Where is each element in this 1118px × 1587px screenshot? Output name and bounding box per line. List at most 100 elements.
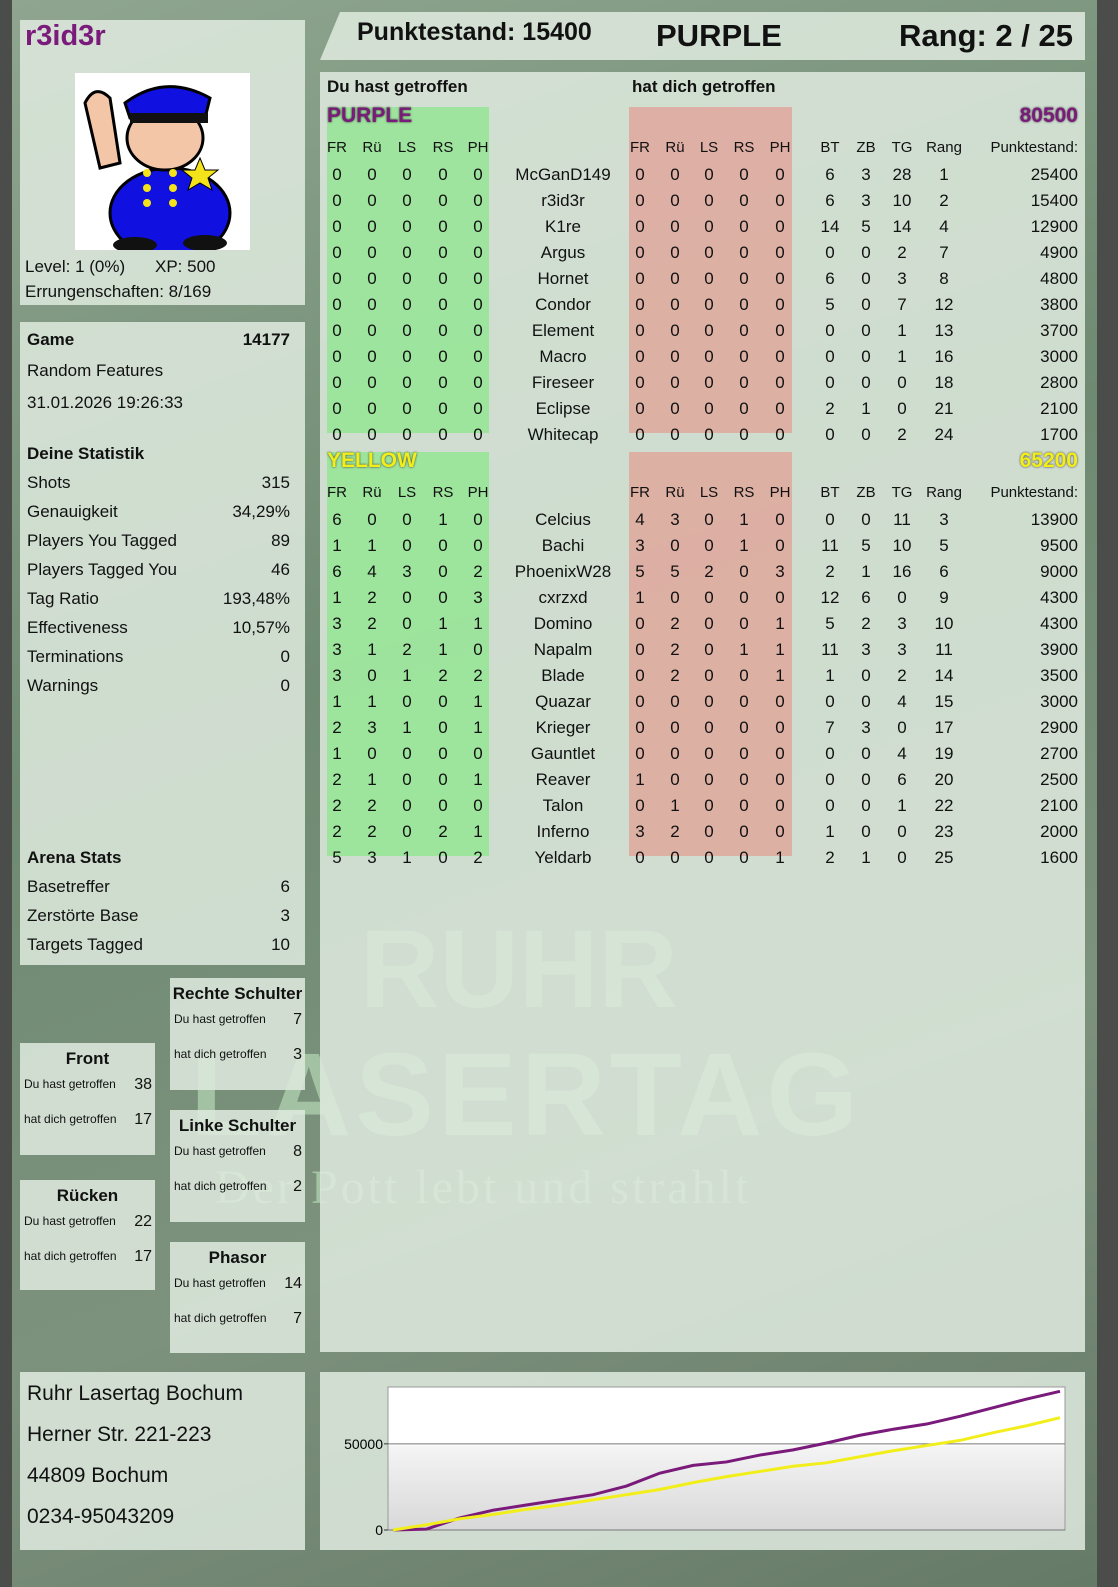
col-header-you-hit: PH — [467, 484, 489, 501]
hit-you-cell: 0 — [775, 165, 785, 184]
stat-cell: 0 — [861, 295, 871, 314]
hit-you-cell: 2 — [670, 822, 680, 841]
hit-you-cell: 1 — [775, 640, 785, 659]
score-cell: 1600 — [1040, 848, 1078, 867]
hit-you-cell: 0 — [704, 191, 714, 210]
arena-stat-value: 6 — [280, 877, 290, 896]
hit-you-cell: 0 — [670, 347, 680, 366]
you-hit-cell: 0 — [473, 373, 483, 392]
stat-cell: 0 — [897, 373, 907, 392]
stat-value: 10,57% — [232, 618, 290, 637]
stat-cell: 3 — [861, 718, 871, 737]
you-hit-cell: 2 — [402, 640, 412, 659]
score-cell: 12900 — [1030, 217, 1078, 236]
hit-you-cell: 0 — [635, 269, 645, 288]
player-name-cell: Napalm — [533, 640, 593, 659]
stat-cell: 4 — [939, 217, 949, 236]
hit-you-cell: 0 — [635, 243, 645, 262]
header-team: PURPLE — [656, 18, 782, 53]
header-bar — [320, 12, 1085, 60]
score-cell: 3500 — [1040, 666, 1078, 685]
you-hit-cell: 0 — [473, 295, 483, 314]
you-hit-cell: 6 — [332, 562, 342, 581]
stat-value: 0 — [280, 676, 290, 695]
zone-title: Front — [65, 1049, 110, 1068]
zone-got-value: 7 — [293, 1310, 302, 1327]
team-score: 65200 — [1019, 449, 1078, 472]
you-hit-cell: 0 — [438, 373, 448, 392]
team-name: YELLOW — [327, 449, 417, 472]
you-hit-cell: 2 — [367, 588, 377, 607]
hit-you-cell: 2 — [670, 640, 680, 659]
stat-cell: 6 — [825, 269, 835, 288]
you-hit-cell: 2 — [473, 666, 483, 685]
you-hit-cell: 1 — [402, 848, 412, 867]
col-header-you-hit: LS — [397, 139, 417, 156]
hit-you-cell: 0 — [635, 796, 645, 815]
stat-cell: 25 — [934, 848, 954, 867]
you-hit-cell: 1 — [332, 588, 342, 607]
you-hit-cell: 0 — [332, 321, 342, 340]
you-hit-cell: 0 — [367, 373, 377, 392]
you-hit-cell: 0 — [402, 243, 412, 262]
hit-you-cell: 0 — [775, 536, 785, 555]
you-hit-cell: 1 — [438, 614, 448, 633]
arena-stat-value: 10 — [271, 935, 290, 954]
stat-cell: 7 — [825, 718, 835, 737]
stat-label: Players Tagged You — [27, 560, 177, 579]
you-hit-cell: 2 — [438, 666, 448, 685]
you-hit-cell: 0 — [438, 191, 448, 210]
player-name-cell: Gauntlet — [530, 744, 596, 763]
stat-label: Shots — [27, 473, 71, 492]
you-hit-cell: 0 — [438, 536, 448, 555]
you-hit-cell: 0 — [367, 744, 377, 763]
hit-you-cell: 0 — [775, 217, 785, 236]
stat-cell: 11 — [893, 510, 911, 529]
stat-cell: 0 — [897, 588, 907, 607]
you-hit-cell: 0 — [332, 243, 342, 262]
stat-cell: 28 — [892, 165, 912, 184]
col-header-hit-you: RS — [733, 484, 755, 501]
you-hit-cell: 1 — [367, 770, 377, 789]
hit-you-cell: 0 — [739, 399, 749, 418]
hit-you-cell: 0 — [635, 614, 645, 633]
stat-cell: 1 — [897, 796, 907, 815]
hit-you-cell: 0 — [739, 269, 749, 288]
hit-you-cell: 0 — [739, 191, 749, 210]
stat-value: 46 — [271, 560, 290, 579]
you-hit-cell: 0 — [473, 399, 483, 418]
hit-you-cell: 0 — [670, 425, 680, 444]
you-hit-cell: 0 — [438, 588, 448, 607]
stat-cell: 1 — [825, 666, 835, 685]
you-hit-cell: 0 — [438, 269, 448, 288]
you-hit-cell: 0 — [402, 822, 412, 841]
hit-you-cell: 0 — [775, 588, 785, 607]
hit-you-cell: 0 — [739, 848, 749, 867]
score-cell: 3900 — [1040, 640, 1078, 659]
stat-cell: 2 — [897, 666, 907, 685]
hit-you-cell: 0 — [739, 217, 749, 236]
zone-title: Rechte Schulter — [172, 984, 303, 1003]
hit-you-cell: 0 — [775, 718, 785, 737]
you-hit-cell: 0 — [402, 347, 412, 366]
hit-zone-phasor: Phasor Du hast getroffen 14 hat dich getrof… — [170, 1242, 305, 1353]
game-id: 14177 — [242, 330, 290, 349]
stat-value: 0 — [280, 647, 290, 666]
stat-cell: 13 — [934, 321, 954, 340]
stat-cell: 21 — [934, 399, 954, 418]
hit-you-cell: 0 — [670, 588, 680, 607]
you-hit-cell: 0 — [438, 165, 448, 184]
stat-cell: 0 — [825, 692, 835, 711]
col-header-you-hit: PH — [467, 139, 489, 156]
you-hit-cell: 0 — [438, 399, 448, 418]
hit-you-cell: 0 — [775, 191, 785, 210]
hit-you-cell: 0 — [635, 718, 645, 737]
hit-you-cell: 0 — [775, 373, 785, 392]
hit-you-cell: 0 — [775, 399, 785, 418]
score-cell: 4300 — [1040, 588, 1078, 607]
you-hit-cell: 6 — [332, 510, 342, 529]
hit-you-cell: 0 — [635, 321, 645, 340]
you-hit-cell: 0 — [402, 295, 412, 314]
stat-cell: 10 — [934, 614, 954, 633]
you-hit-cell: 0 — [402, 165, 412, 184]
